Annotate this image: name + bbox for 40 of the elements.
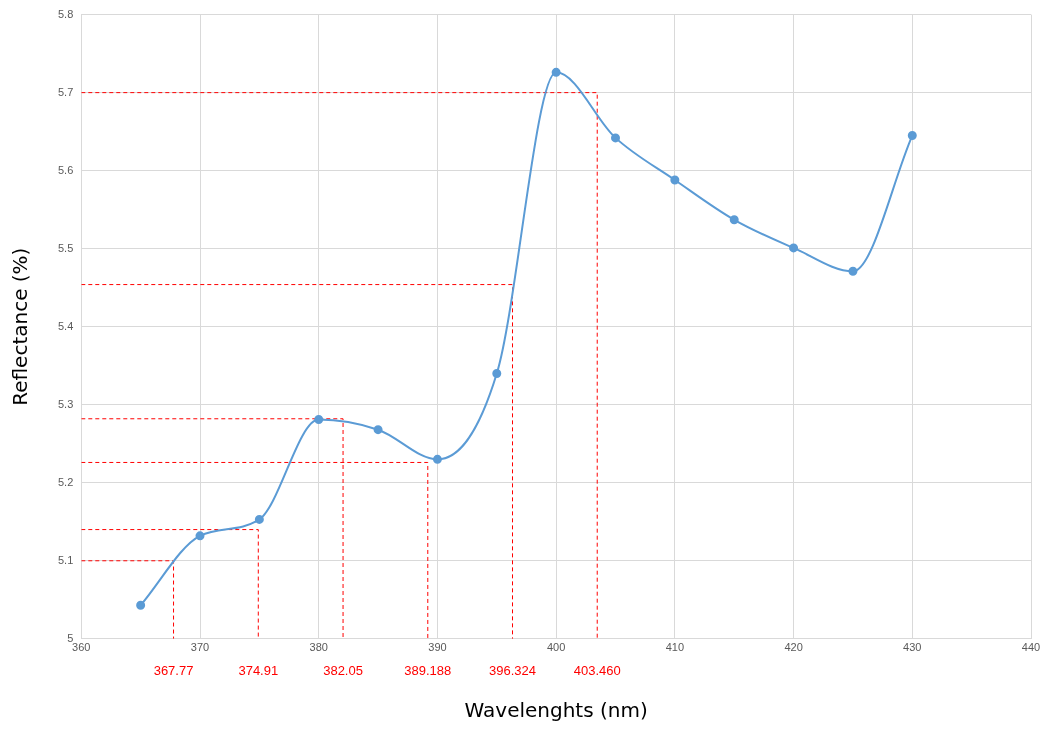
point — [729, 215, 739, 225]
annotation: 382.05 — [323, 662, 363, 678]
annotation: 403.460 — [573, 662, 621, 678]
annotation: 374.91 — [238, 662, 279, 678]
x-tick-label: 440 — [1021, 641, 1041, 654]
point — [611, 133, 620, 143]
point — [907, 131, 917, 141]
point — [551, 67, 561, 77]
y-tick-label: 5.8 — [57, 7, 74, 20]
x-tick-label: 420 — [784, 641, 803, 654]
annotation: 389.188 — [404, 662, 452, 678]
point — [492, 369, 502, 379]
point — [373, 425, 383, 435]
y-tick-label: 5.4 — [57, 319, 74, 332]
point — [670, 175, 680, 185]
annotation: 367.77 — [153, 662, 194, 678]
point — [314, 415, 324, 425]
y-tick-label: 5.5 — [57, 241, 74, 254]
x-tick-label: 370 — [190, 641, 210, 654]
x-tick-label: 380 — [309, 641, 328, 654]
x-tick-label: 390 — [428, 641, 447, 654]
annotation: 396.324 — [489, 662, 537, 678]
y-axis-title: Reflectance (%) — [8, 247, 33, 406]
y-tick-label: 5.3 — [57, 397, 74, 410]
x-tick-label: 430 — [903, 641, 922, 654]
y-tick-label: 5.1 — [57, 553, 74, 566]
x-tick-label: 410 — [665, 641, 685, 654]
point — [432, 454, 442, 464]
y-tick-label: 5 — [67, 631, 74, 644]
y-tick-label: 5.7 — [57, 85, 74, 98]
point — [789, 243, 799, 253]
point — [254, 514, 264, 524]
point — [848, 266, 858, 276]
x-axis-title: Wavelenghts (nm) — [464, 698, 648, 723]
y-tick-label: 5.2 — [57, 475, 74, 488]
y-tick-label: 5.6 — [57, 163, 74, 176]
point — [195, 531, 205, 541]
point — [136, 600, 146, 610]
x-tick-label: 400 — [546, 641, 566, 654]
x-tick-label: 360 — [72, 641, 91, 654]
